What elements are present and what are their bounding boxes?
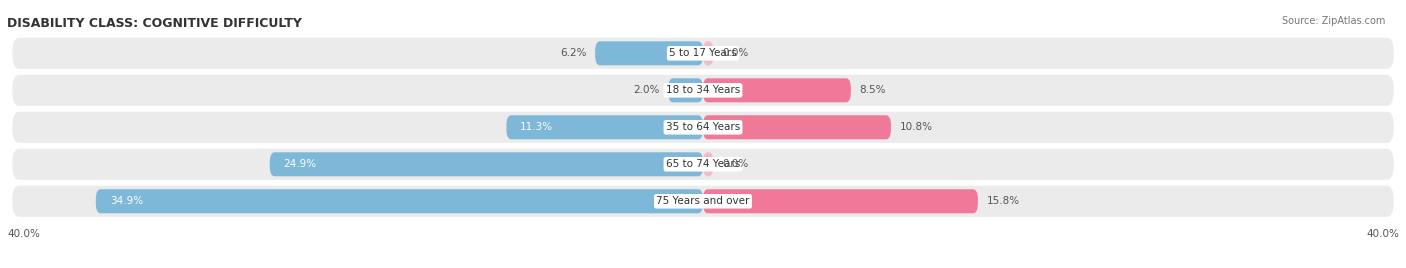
Text: 5 to 17 Years: 5 to 17 Years bbox=[669, 48, 737, 58]
FancyBboxPatch shape bbox=[506, 115, 703, 139]
Text: 18 to 34 Years: 18 to 34 Years bbox=[666, 85, 740, 95]
Text: 40.0%: 40.0% bbox=[1367, 229, 1399, 239]
FancyBboxPatch shape bbox=[13, 38, 1393, 69]
FancyBboxPatch shape bbox=[13, 112, 1393, 143]
Text: 75 Years and over: 75 Years and over bbox=[657, 196, 749, 206]
FancyBboxPatch shape bbox=[703, 152, 713, 176]
Text: 0.0%: 0.0% bbox=[723, 159, 748, 169]
FancyBboxPatch shape bbox=[13, 75, 1393, 106]
Text: 15.8%: 15.8% bbox=[987, 196, 1019, 206]
Text: 24.9%: 24.9% bbox=[284, 159, 316, 169]
Text: 0.0%: 0.0% bbox=[723, 48, 748, 58]
Text: 2.0%: 2.0% bbox=[633, 85, 659, 95]
FancyBboxPatch shape bbox=[668, 78, 703, 102]
FancyBboxPatch shape bbox=[703, 189, 979, 213]
FancyBboxPatch shape bbox=[703, 41, 713, 65]
FancyBboxPatch shape bbox=[13, 149, 1393, 180]
FancyBboxPatch shape bbox=[96, 189, 703, 213]
Text: 8.5%: 8.5% bbox=[859, 85, 886, 95]
Text: 35 to 64 Years: 35 to 64 Years bbox=[666, 122, 740, 132]
Text: 10.8%: 10.8% bbox=[900, 122, 932, 132]
Text: 34.9%: 34.9% bbox=[110, 196, 143, 206]
FancyBboxPatch shape bbox=[703, 115, 891, 139]
Text: DISABILITY CLASS: COGNITIVE DIFFICULTY: DISABILITY CLASS: COGNITIVE DIFFICULTY bbox=[7, 17, 302, 29]
Text: Source: ZipAtlas.com: Source: ZipAtlas.com bbox=[1281, 16, 1385, 26]
FancyBboxPatch shape bbox=[703, 78, 851, 102]
Text: 6.2%: 6.2% bbox=[560, 48, 586, 58]
FancyBboxPatch shape bbox=[595, 41, 703, 65]
Text: 11.3%: 11.3% bbox=[520, 122, 554, 132]
Text: 40.0%: 40.0% bbox=[7, 229, 39, 239]
FancyBboxPatch shape bbox=[13, 186, 1393, 217]
FancyBboxPatch shape bbox=[270, 152, 703, 176]
Text: 65 to 74 Years: 65 to 74 Years bbox=[666, 159, 740, 169]
